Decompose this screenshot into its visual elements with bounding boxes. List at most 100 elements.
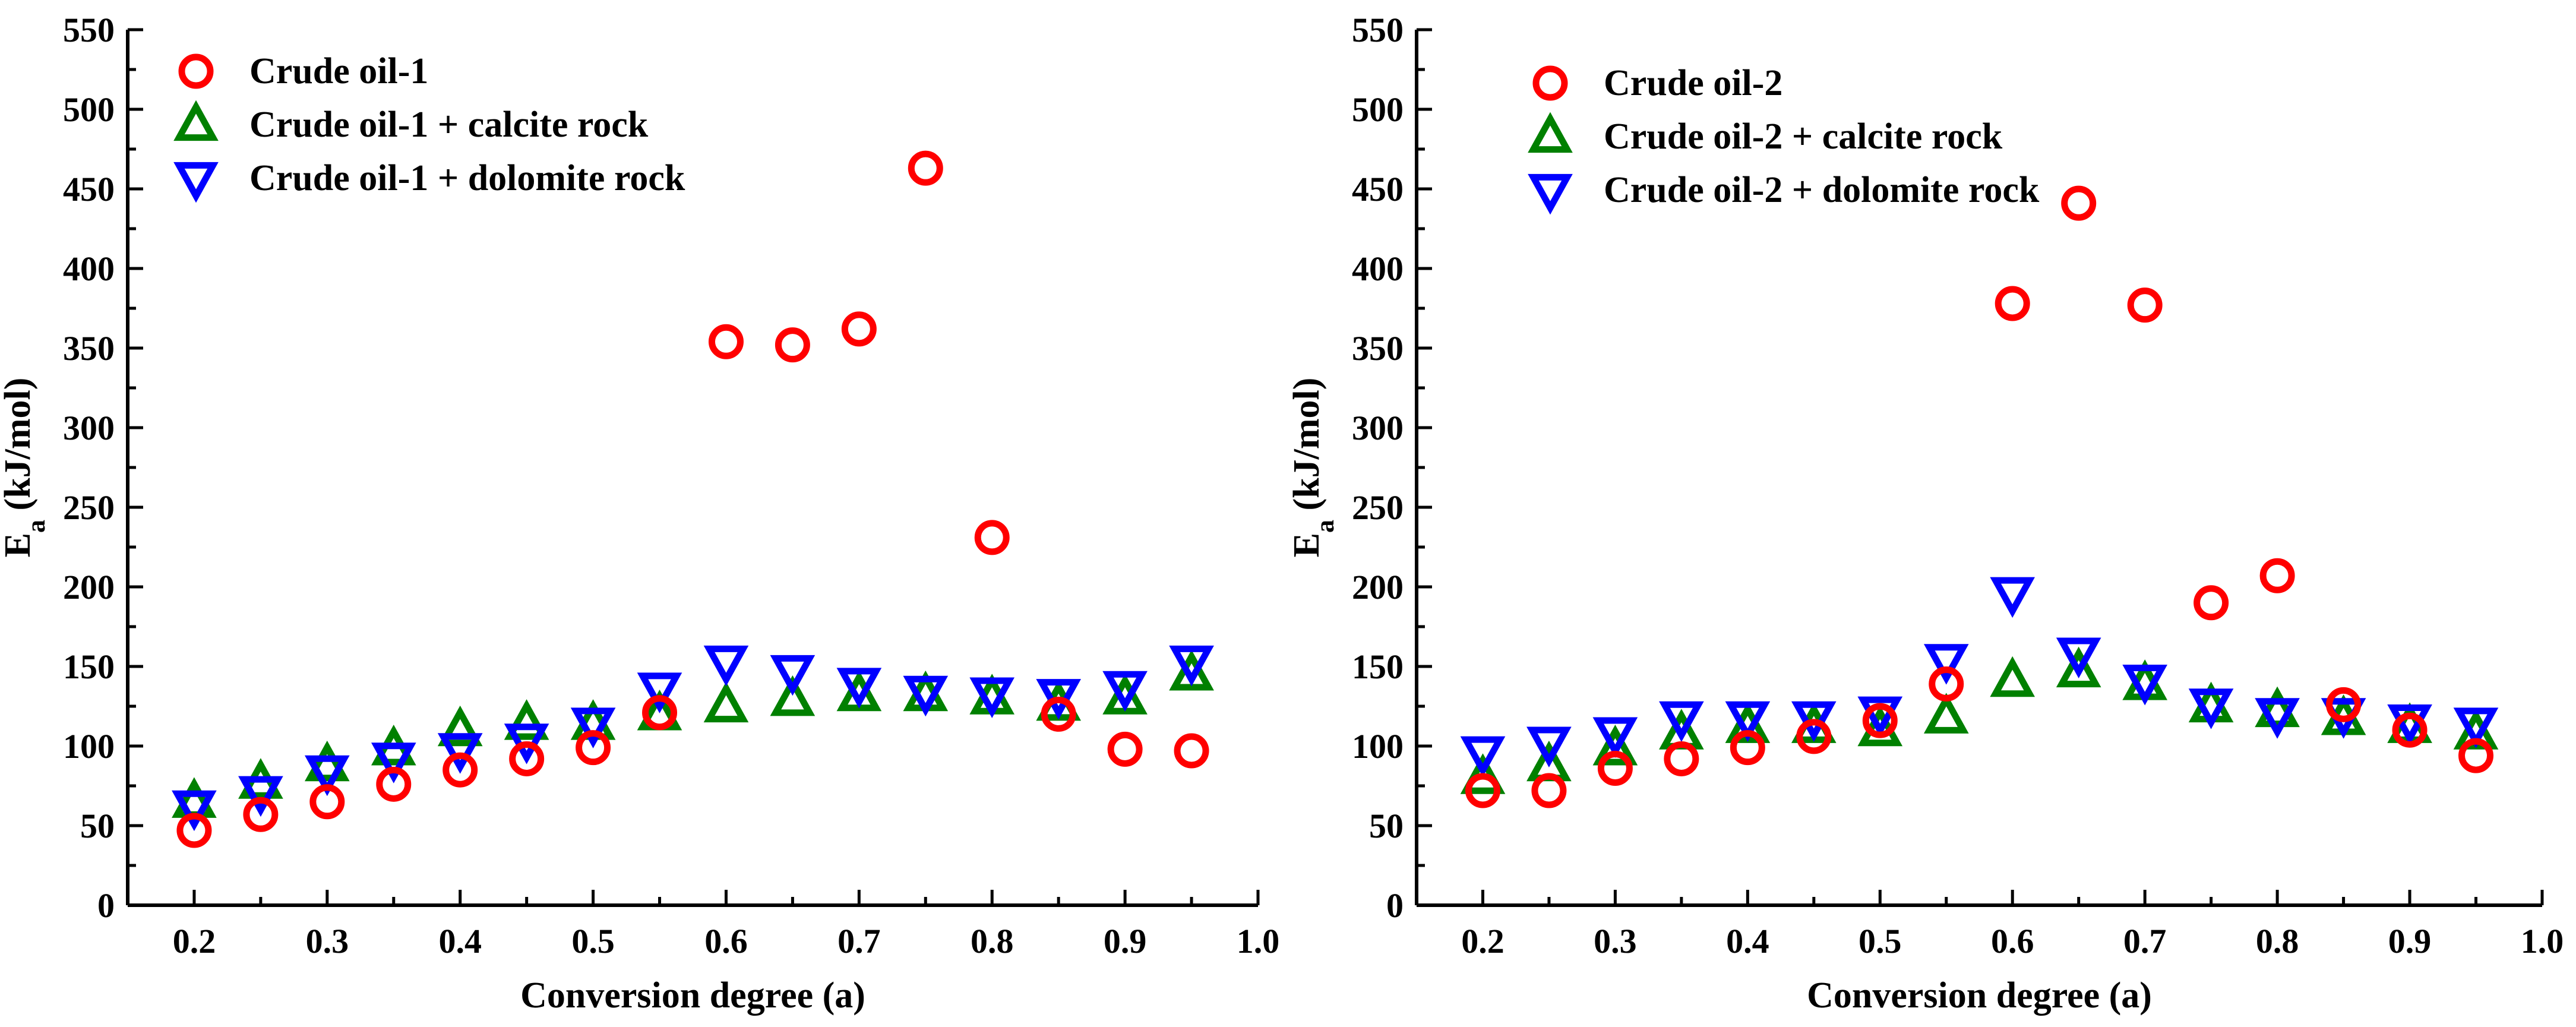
y-tick-label: 350 bbox=[63, 329, 115, 368]
data-point bbox=[2056, 646, 2101, 688]
y-tick-label: 300 bbox=[1352, 409, 1404, 447]
data-point bbox=[908, 150, 943, 186]
data-point bbox=[1659, 701, 1704, 742]
y-tick-label: 50 bbox=[80, 807, 115, 845]
x-tick-label: 0.7 bbox=[2123, 922, 2167, 960]
data-point bbox=[836, 668, 882, 709]
x-tick-label: 0.4 bbox=[1726, 922, 1769, 960]
y-tick-label: 150 bbox=[1352, 647, 1404, 686]
data-point bbox=[1995, 286, 2030, 321]
data-point bbox=[1725, 701, 1771, 742]
x-tick-label: 0.8 bbox=[971, 922, 1014, 960]
legend-label: Crude oil-1 + dolomite rock bbox=[249, 158, 685, 198]
x-tick-label: 0.9 bbox=[2388, 922, 2432, 960]
y-tick-label: 450 bbox=[1352, 170, 1404, 208]
y-tick-label: 400 bbox=[1352, 249, 1404, 288]
data-point bbox=[2255, 698, 2300, 739]
y-tick-label: 50 bbox=[1369, 807, 1404, 845]
y-axis-title-subscript: a bbox=[21, 520, 50, 533]
data-point bbox=[442, 752, 478, 788]
data-point bbox=[1592, 717, 1638, 758]
y-tick-label: 500 bbox=[63, 90, 115, 129]
legend-marker bbox=[173, 100, 219, 141]
data-point bbox=[509, 741, 545, 776]
y-tick-label: 100 bbox=[1352, 727, 1404, 766]
data-point bbox=[1597, 751, 1633, 786]
data-point bbox=[504, 723, 549, 764]
y-axis-title-unit: (kJ/mol) bbox=[1287, 378, 1327, 520]
x-tick-label: 0.5 bbox=[571, 922, 615, 960]
data-point bbox=[1465, 773, 1500, 808]
data-point bbox=[304, 740, 350, 782]
y-axis-title: Ea (kJ/mol) bbox=[1287, 378, 1339, 558]
data-point bbox=[1102, 671, 1148, 712]
data-point bbox=[504, 699, 549, 740]
x-tick-label: 0.5 bbox=[1858, 922, 1902, 960]
data-point bbox=[1592, 725, 1638, 766]
x-axis-title: Conversion degree (a) bbox=[520, 975, 865, 1016]
data-point bbox=[238, 776, 283, 817]
y-tick-label: 200 bbox=[1352, 568, 1404, 606]
data-point bbox=[2392, 712, 2428, 748]
y-axis-title-main: E bbox=[0, 533, 38, 557]
data-point bbox=[775, 327, 810, 363]
data-point bbox=[1929, 666, 1964, 701]
data-point bbox=[2056, 637, 2101, 678]
y-tick-label: 350 bbox=[1352, 329, 1404, 368]
x-tick-label: 1.0 bbox=[1237, 922, 1280, 960]
data-point bbox=[576, 730, 611, 766]
data-point bbox=[2061, 185, 2097, 221]
y-tick-label: 550 bbox=[63, 11, 115, 49]
data-point bbox=[2188, 688, 2234, 729]
data-point bbox=[2453, 707, 2499, 748]
data-point bbox=[2255, 686, 2300, 728]
data-point bbox=[2127, 287, 2163, 323]
y-axis-title: Ea (kJ/mol) bbox=[0, 378, 50, 558]
y-tick-label: 200 bbox=[63, 568, 115, 606]
legend: Crude oil-2 Crude oil-2 + calcite rock Cru… bbox=[1528, 63, 2040, 215]
x-tick-label: 0.3 bbox=[1594, 922, 1637, 960]
data-point bbox=[1526, 726, 1572, 767]
data-point bbox=[176, 813, 212, 848]
data-point bbox=[974, 520, 1010, 555]
legend-marker bbox=[1532, 65, 1568, 101]
data-point bbox=[1664, 741, 1699, 776]
data-point bbox=[437, 733, 483, 774]
legend-label: Crude oil-2 + calcite rock bbox=[1604, 116, 2003, 157]
data-point bbox=[1036, 679, 1082, 720]
data-point bbox=[770, 655, 816, 696]
data-point bbox=[703, 681, 749, 723]
data-point bbox=[637, 672, 682, 713]
data-point bbox=[1990, 656, 2035, 697]
y-tick-label: 450 bbox=[63, 170, 115, 208]
series-1 bbox=[176, 150, 1209, 848]
data-point bbox=[1169, 650, 1214, 691]
x-tick-label: 0.2 bbox=[1461, 922, 1504, 960]
x-tick-label: 0.6 bbox=[704, 922, 748, 960]
y-tick-label: 500 bbox=[1352, 90, 1404, 129]
legend-label: Crude oil-1 + calcite rock bbox=[249, 105, 649, 145]
data-point bbox=[376, 766, 412, 802]
x-tick-label: 0.4 bbox=[438, 922, 482, 960]
data-point bbox=[243, 797, 279, 832]
data-point bbox=[903, 675, 949, 717]
y-tick-label: 0 bbox=[1386, 886, 1404, 925]
data-point bbox=[2122, 665, 2168, 706]
legend-label: Crude oil-1 bbox=[249, 51, 428, 91]
data-point bbox=[1107, 731, 1143, 767]
x-tick-label: 0.8 bbox=[2256, 922, 2299, 960]
x-tick-label: 1.0 bbox=[2521, 922, 2564, 960]
y-axis-title-subscript: a bbox=[1310, 520, 1339, 533]
data-point bbox=[1169, 645, 1214, 687]
data-point bbox=[1730, 730, 1765, 766]
y-axis-title-main: E bbox=[1287, 533, 1327, 557]
x-tick-label: 0.3 bbox=[306, 922, 349, 960]
data-point bbox=[304, 755, 350, 797]
y-tick-label: 250 bbox=[1352, 488, 1404, 527]
legend-label: Crude oil-2 bbox=[1604, 63, 1782, 103]
data-point bbox=[2458, 738, 2494, 773]
legend: Crude oil-1 Crude oil-1 + calcite rock Cru… bbox=[173, 51, 685, 203]
data-point bbox=[1923, 693, 1969, 734]
